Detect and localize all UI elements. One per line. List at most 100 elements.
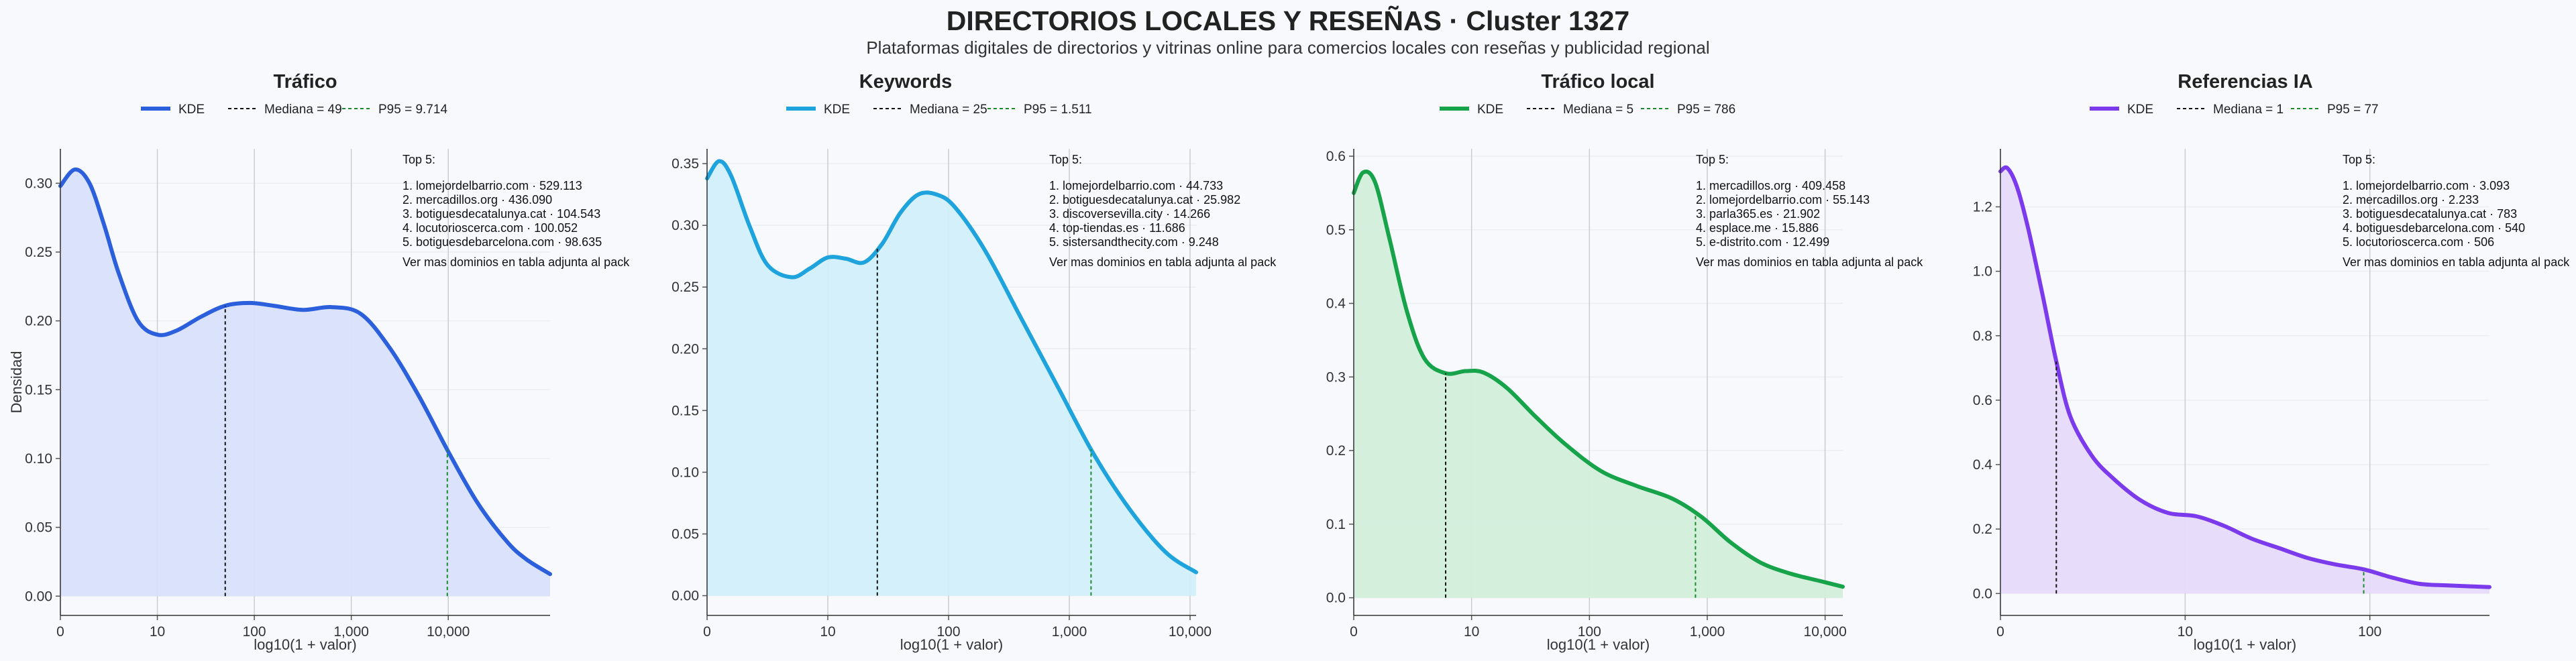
y-tick-label: 0.30 bbox=[25, 176, 52, 191]
top5-note: Ver mas dominios en tabla adjunta al pac… bbox=[402, 255, 630, 269]
y-tick-label: 0.0 bbox=[1973, 586, 1992, 601]
y-tick-label: 0.00 bbox=[25, 589, 52, 604]
x-tick-label: 10 bbox=[820, 624, 835, 640]
x-tick-label: 10,000 bbox=[1804, 624, 1847, 640]
top5-item: 4. botiguesdebarcelona.com · 540 bbox=[2343, 221, 2525, 235]
top5-item: 5. locutorioscerca.com · 506 bbox=[2343, 235, 2494, 249]
chart-panel-3: Tráfico local KDE Mediana = 5 P95 = 786 0.0 0… bbox=[1326, 71, 1923, 653]
y-tick-label: 0.15 bbox=[25, 382, 52, 398]
x-tick-label: 0 bbox=[1996, 624, 2004, 640]
x-tick-label: 10,000 bbox=[427, 624, 470, 640]
y-tick-label: 0.05 bbox=[25, 520, 52, 536]
top5-item: 4. locutorioscerca.com · 100.052 bbox=[402, 221, 578, 235]
x-tick-label: 1,000 bbox=[1690, 624, 1725, 640]
top5-item: 1. lomejordelbarrio.com · 529.113 bbox=[402, 179, 582, 192]
kde-line bbox=[1998, 165, 2491, 589]
y-tick-label: 0.00 bbox=[672, 589, 699, 604]
x-tick-label: 10 bbox=[150, 624, 165, 640]
y-tick-label: 1.2 bbox=[1973, 200, 1992, 215]
top5-item: 1. mercadillos.org · 409.458 bbox=[1696, 179, 1845, 192]
top5-item: 1. lomejordelbarrio.com · 44.733 bbox=[1049, 179, 1223, 192]
kde-line bbox=[705, 159, 1198, 575]
x-tick-label: 10 bbox=[1464, 624, 1479, 640]
top5-item: 4. top-tiendas.es · 11.686 bbox=[1049, 221, 1185, 235]
chart-title: Referencias IA bbox=[2178, 71, 2313, 93]
y-axis-label: Densidad bbox=[8, 351, 25, 414]
y-tick-label: 0.25 bbox=[25, 245, 52, 260]
kde-area bbox=[60, 169, 550, 597]
top5-item: 5. e-distrito.com · 12.499 bbox=[1696, 235, 1829, 249]
top5-item: 2. mercadillos.org · 436.090 bbox=[402, 193, 552, 206]
kde-area bbox=[1354, 171, 1843, 598]
y-tick-label: 0.30 bbox=[672, 218, 699, 233]
legend-median-label: Mediana = 49 bbox=[264, 103, 342, 117]
x-tick-label: 0 bbox=[703, 624, 711, 640]
x-tick-label: 10 bbox=[2178, 624, 2193, 640]
top5-note: Ver mas dominios en tabla adjunta al pac… bbox=[1049, 255, 1277, 269]
x-tick-label: 100 bbox=[2358, 624, 2381, 640]
y-tick-label: 0.0 bbox=[1326, 591, 1346, 606]
top5-item: 3. parla365.es · 21.902 bbox=[1696, 207, 1820, 221]
chart-title: Tráfico local bbox=[1541, 71, 1654, 93]
y-tick-label: 0.35 bbox=[672, 156, 699, 172]
legend-median-label: Mediana = 1 bbox=[2213, 103, 2284, 117]
x-axis-label: log10(1 + valor) bbox=[1547, 636, 1650, 653]
top5-item: 1. lomejordelbarrio.com · 3.093 bbox=[2343, 179, 2510, 192]
x-axis-label: log10(1 + valor) bbox=[2194, 636, 2296, 653]
top5-item: 5. sistersandthecity.com · 9.248 bbox=[1049, 235, 1219, 249]
y-tick-label: 0.3 bbox=[1326, 369, 1346, 385]
x-tick-label: 0 bbox=[1350, 624, 1358, 640]
top5-note: Ver mas dominios en tabla adjunta al pac… bbox=[1696, 255, 1923, 269]
y-tick-label: 0.20 bbox=[25, 314, 52, 329]
kde-line bbox=[58, 167, 552, 577]
x-axis-label: log10(1 + valor) bbox=[254, 636, 356, 653]
top5-title: Top 5: bbox=[402, 153, 435, 166]
y-tick-label: 0.1 bbox=[1326, 517, 1346, 532]
y-tick-label: 0.10 bbox=[25, 451, 52, 467]
chart-panel-2: Keywords KDE Mediana = 25 P95 = 1.511 0.00 0.… bbox=[672, 71, 1277, 653]
y-tick-label: 0.15 bbox=[672, 403, 699, 418]
legend-median-label: Mediana = 25 bbox=[910, 103, 987, 117]
top5-item: 2. botiguesdecatalunya.cat · 25.982 bbox=[1049, 193, 1240, 206]
top5-title: Top 5: bbox=[2343, 153, 2375, 166]
top5-title: Top 5: bbox=[1049, 153, 1082, 166]
top5-item: 3. discoversevilla.city · 14.266 bbox=[1049, 207, 1210, 221]
x-tick-label: 100 bbox=[936, 624, 960, 640]
top5-item: 3. botiguesdecatalunya.cat · 104.543 bbox=[402, 207, 600, 221]
chart-panel-1: Tráfico KDE Mediana = 49 P95 = 9.714 0.00 0.0… bbox=[8, 71, 630, 653]
legend-median-label: Mediana = 5 bbox=[1563, 103, 1633, 117]
top5-item: 4. esplace.me · 15.886 bbox=[1696, 221, 1819, 235]
y-tick-label: 0.2 bbox=[1973, 522, 1992, 537]
x-tick-label: 100 bbox=[1578, 624, 1601, 640]
y-tick-label: 0.6 bbox=[1326, 149, 1346, 164]
y-tick-label: 0.20 bbox=[672, 341, 699, 357]
y-tick-label: 0.4 bbox=[1326, 296, 1346, 312]
top5-item: 2. lomejordelbarrio.com · 55.143 bbox=[1696, 193, 1870, 206]
legend-kde-label: KDE bbox=[178, 103, 205, 117]
legend-kde-label: KDE bbox=[824, 103, 850, 117]
y-tick-label: 0.10 bbox=[672, 465, 699, 480]
kde-area bbox=[707, 161, 1196, 596]
y-tick-label: 0.4 bbox=[1973, 457, 1993, 473]
y-tick-label: 0.6 bbox=[1973, 393, 1992, 408]
x-axis-label: log10(1 + valor) bbox=[900, 636, 1003, 653]
y-tick-label: 0.5 bbox=[1326, 223, 1346, 238]
top5-item: 2. mercadillos.org · 2.233 bbox=[2343, 193, 2479, 206]
x-tick-label: 1,000 bbox=[333, 624, 369, 640]
chart-panel-4: Referencias IA KDE Mediana = 1 P95 = 77 0.0 0… bbox=[1973, 71, 2570, 653]
x-tick-label: 0 bbox=[56, 624, 64, 640]
top5-item: 5. botiguesdebarcelona.com · 98.635 bbox=[402, 235, 602, 249]
legend-kde-label: KDE bbox=[2127, 103, 2153, 117]
page-title: DIRECTORIOS LOCALES Y RESEÑAS · Cluster … bbox=[946, 5, 1630, 36]
chart-title: Keywords bbox=[859, 71, 953, 93]
top5-note: Ver mas dominios en tabla adjunta al pac… bbox=[2343, 255, 2570, 269]
top5-item: 3. botiguesdecatalunya.cat · 783 bbox=[2343, 207, 2517, 221]
legend-p95-label: P95 = 77 bbox=[2327, 103, 2379, 117]
y-tick-label: 0.2 bbox=[1326, 443, 1346, 459]
page-subtitle: Plataformas digitales de directorios y v… bbox=[866, 38, 1710, 58]
kde-line bbox=[1352, 169, 1845, 589]
chart-title: Tráfico bbox=[273, 71, 337, 93]
x-tick-label: 100 bbox=[243, 624, 266, 640]
y-tick-label: 0.05 bbox=[672, 526, 699, 542]
